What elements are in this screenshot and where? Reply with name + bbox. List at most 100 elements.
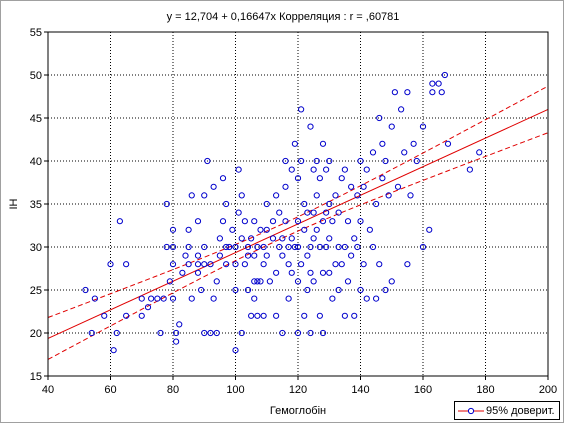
data-point [263,226,270,233]
data-point [254,243,261,251]
legend-label: 95% доверит. [486,404,555,417]
data-point [254,278,261,285]
data-point [285,295,292,302]
data-point [294,278,302,285]
data-point [213,278,220,285]
data-point [241,218,248,225]
data-point [235,209,242,216]
data-point [466,166,473,173]
data-point [294,329,302,337]
data-point [438,89,445,96]
data-point [310,278,317,285]
data-point [304,252,311,259]
data-point [376,261,383,268]
y-tick-label: 25 [30,285,42,297]
data-point [266,278,273,285]
data-point [201,329,208,337]
data-point [276,209,283,216]
data-point [210,183,217,190]
data-point [388,278,395,285]
regression-lines [47,85,549,360]
data-point [310,166,317,173]
data-point [201,261,208,268]
data-point [188,192,195,199]
data-point [232,261,239,268]
data-point [185,261,192,268]
data-point [269,218,277,225]
data-point [285,261,292,268]
y-tick-label: 35 [30,199,42,211]
data-point [116,218,123,225]
data-point [157,329,164,337]
data-point [419,243,427,251]
data-point [351,235,358,242]
x-tick-label: 100 [226,384,244,396]
data-point [216,235,223,242]
data-point [319,269,327,276]
data-point [248,235,255,242]
data-point [113,329,120,337]
data-point [216,252,223,259]
data-point [363,295,370,302]
data-point [232,243,239,251]
data-point [319,218,327,225]
x-tick-label: 120 [289,384,307,396]
data-point [107,261,114,268]
data-point [288,166,295,173]
data-point [166,278,173,285]
data-point [238,235,245,242]
data-point [194,252,202,259]
tick-labels: 40 60 80 100 120 140 160 180 200 15 20 25 30 35 40 45 50… [30,27,557,396]
data-point [344,278,352,285]
data-point [326,157,333,165]
data-point [138,295,145,302]
x-axis-label: Гемоглобін [270,405,326,417]
data-point [335,209,342,216]
data-point [269,235,277,242]
data-point [376,114,383,122]
x-tick-label: 80 [167,384,179,396]
data-point [413,157,420,165]
data-point [348,183,355,190]
data-point [260,243,267,251]
data-point [188,295,195,302]
data-point [313,157,320,165]
data-point [210,295,217,302]
chart-title: y = 12,704 + 0,16647x Корреляция : r = ,… [167,11,400,23]
data-point [226,243,233,251]
data-point [316,312,323,319]
data-point [244,243,252,251]
data-point [273,312,280,319]
data-point [369,149,377,156]
data-point [201,192,208,199]
data-point [254,312,261,319]
data-point [401,149,408,156]
data-point [348,252,355,259]
data-point [276,243,283,251]
data-point [260,261,267,268]
data-point [185,226,192,233]
data-point [310,235,317,242]
data-point [357,218,364,225]
data-point [363,166,370,173]
data-point [251,278,258,285]
data-point [288,269,295,276]
data-point [332,192,339,199]
data-point [169,261,177,268]
data-point [444,140,452,147]
data-point [382,286,389,294]
data-point [279,329,286,337]
y-tick-label: 15 [30,371,42,383]
data-point [323,166,330,173]
data-point [263,252,270,259]
data-point [273,192,280,199]
data-point [357,286,364,294]
data-point [101,312,108,319]
data-point [360,261,367,268]
data-point [344,218,352,225]
data-point [335,243,342,251]
data-point [354,243,361,251]
data-point [144,304,152,311]
data-point [341,243,348,251]
